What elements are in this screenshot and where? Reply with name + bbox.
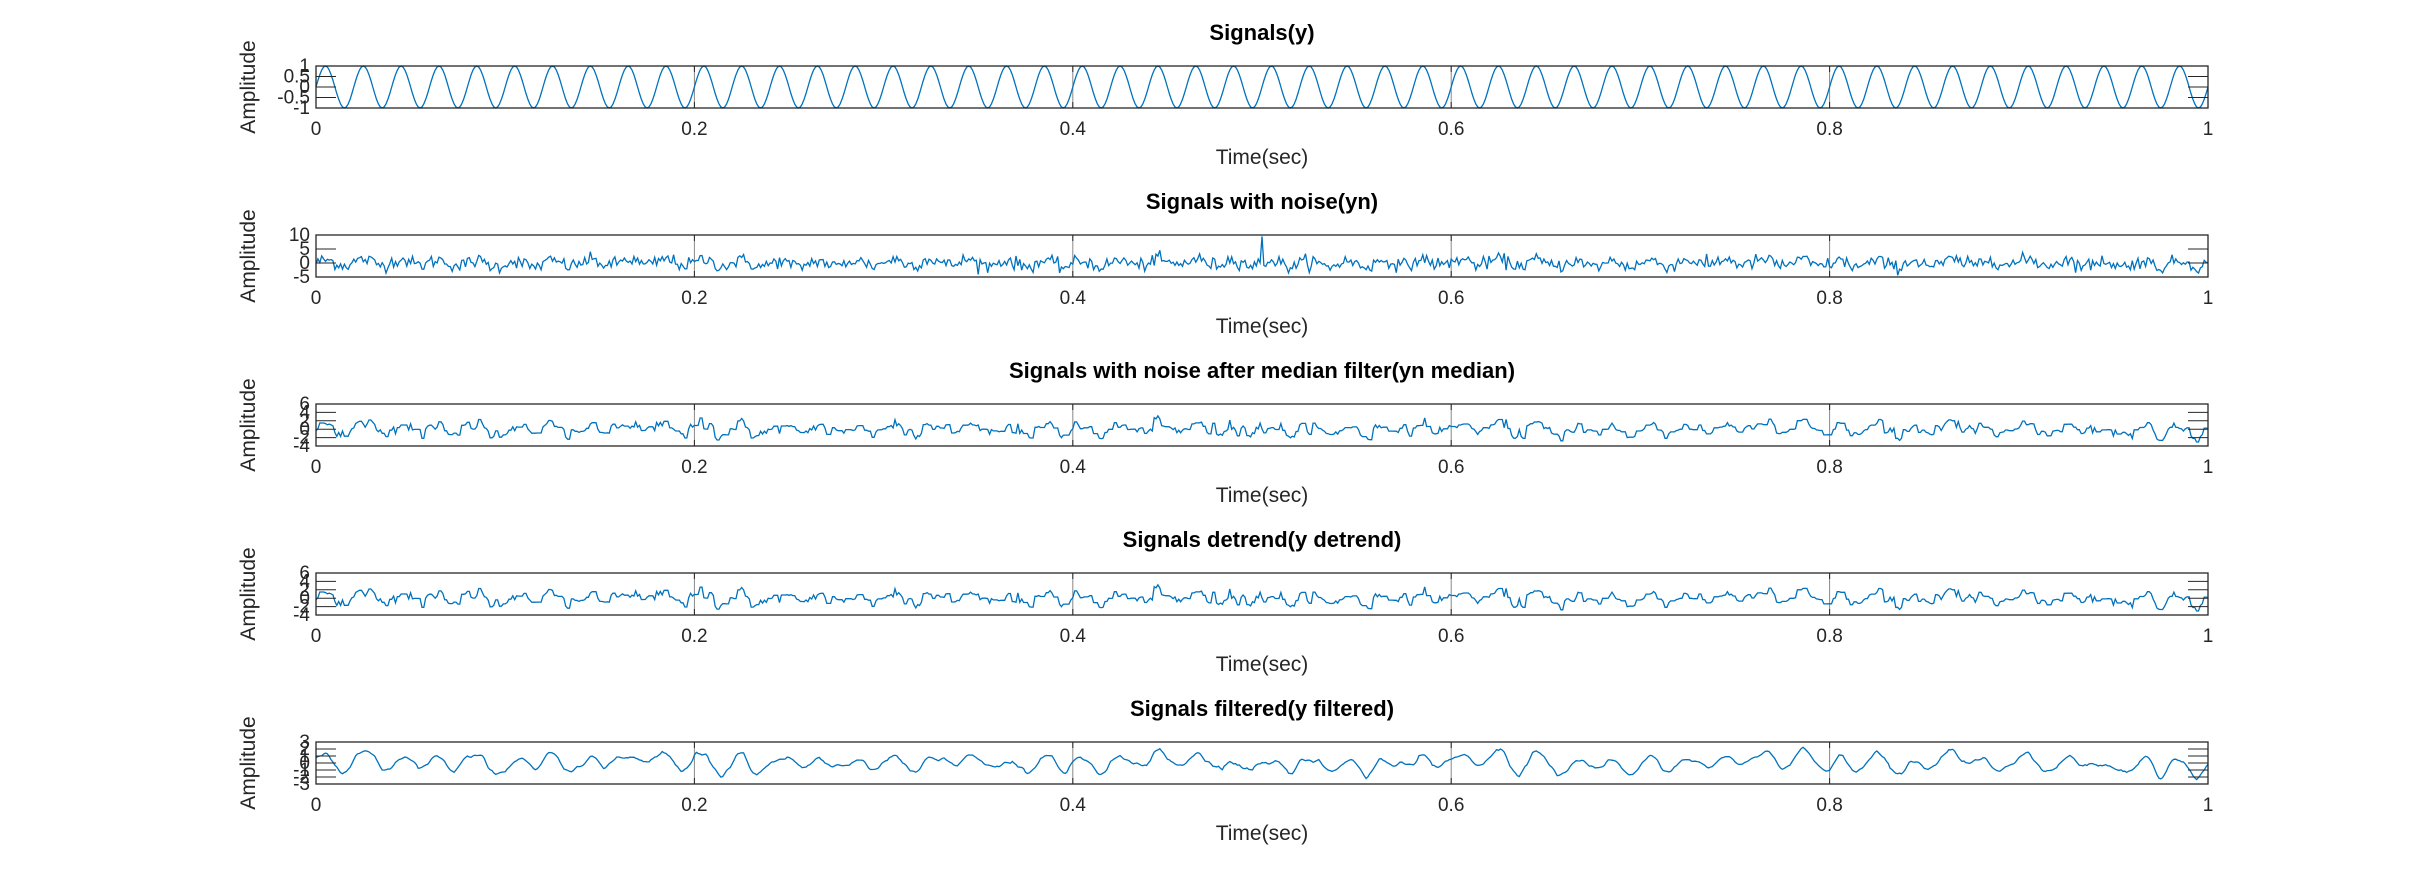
x-tick-label: 0.2: [681, 119, 707, 140]
chart-title: Signals detrend(y detrend): [1123, 527, 1402, 552]
y-tick-label: 4: [299, 402, 310, 423]
y-tick-label: 5: [299, 239, 310, 260]
y-tick-label: 0: [299, 588, 310, 609]
series-line: [315, 583, 2209, 612]
x-tick-label: 0.2: [681, 457, 707, 478]
x-tick-label: 1: [2203, 288, 2214, 309]
y-tick-label: 2: [299, 411, 310, 432]
y-axis-label: Amplitude: [237, 716, 260, 809]
axes-box: [315, 572, 2209, 616]
x-tick-label: 0: [311, 626, 322, 647]
series-line: [315, 746, 2209, 781]
x-tick-label: 0.6: [1438, 288, 1464, 309]
x-tick-label: 0.4: [1060, 795, 1087, 816]
x-tick-label: 0.8: [1816, 795, 1842, 816]
y-tick-label: 3: [299, 732, 310, 753]
x-tick-label: 1: [2203, 457, 2214, 478]
y-axis-label: Amplitude: [237, 378, 260, 471]
x-tick-label: 0.8: [1816, 119, 1842, 140]
x-tick-label: 0.4: [1060, 626, 1087, 647]
y-tick-label: 2: [299, 739, 310, 760]
x-tick-label: 0.8: [1816, 288, 1842, 309]
x-tick-label: 0.8: [1816, 457, 1842, 478]
y-tick-label: -0.5: [277, 88, 310, 109]
x-tick-label: 0.4: [1060, 457, 1087, 478]
x-tick-label: 0.4: [1060, 119, 1087, 140]
y-tick-label: 10: [289, 225, 310, 246]
y-tick-label: 1: [299, 746, 310, 767]
chart-title: Signals with noise after median filter(y…: [1009, 358, 1515, 383]
y-tick-label: -2: [293, 767, 310, 788]
x-tick-label: 0: [311, 288, 322, 309]
y-tick-label: 0: [299, 753, 310, 774]
plot-area: [316, 404, 2208, 446]
series-line: [315, 414, 2209, 443]
plot-area: [316, 573, 2208, 615]
subplot-1: 0 0.2 0.4 0.6 0.8 1-1-0.500.51Signals(y)Time(…: [237, 20, 2213, 169]
y-tick-label: 0: [299, 419, 310, 440]
y-tick-label: 6: [299, 394, 310, 415]
y-tick-label: -2: [293, 597, 310, 618]
chart-title: Signals with noise(yn): [1146, 189, 1378, 214]
y-axis-label: Amplitude: [237, 40, 260, 133]
x-tick-label: 0.2: [681, 288, 707, 309]
x-tick-label: 0.6: [1438, 626, 1464, 647]
x-tick-label: 1: [2203, 626, 2214, 647]
y-tick-label: 0: [299, 253, 310, 274]
axes-box: [315, 403, 2209, 447]
axes-root: 0 0.2 0.4 0.6 0.8 1-1-0.500.51Signals(y)Time(…: [237, 20, 2213, 845]
x-axis-label: Time(sec): [1216, 315, 1309, 338]
y-tick-label: 6: [299, 563, 310, 584]
x-tick-label: 0.6: [1438, 457, 1464, 478]
y-tick-label: -4: [293, 605, 310, 626]
y-tick-label: -1: [293, 760, 310, 781]
y-tick-label: -1: [293, 98, 310, 119]
x-tick-label: 0.4: [1060, 288, 1087, 309]
y-tick-label: 2: [299, 580, 310, 601]
x-tick-label: 0.6: [1438, 795, 1464, 816]
x-axis-label: Time(sec): [1216, 484, 1309, 507]
y-axis-label: Amplitude: [237, 547, 260, 640]
x-tick-label: 0.6: [1438, 119, 1464, 140]
y-tick-label: -2: [293, 428, 310, 449]
chart-title: Signals(y): [1209, 20, 1314, 45]
y-tick-label: 0.5: [284, 67, 310, 88]
y-tick-label: 1: [299, 56, 310, 77]
x-tick-label: 0: [311, 795, 322, 816]
x-axis-label: Time(sec): [1216, 653, 1309, 676]
x-tick-label: 1: [2203, 119, 2214, 140]
y-tick-label: -5: [293, 267, 310, 288]
y-tick-label: -3: [293, 774, 310, 795]
axes-box: [315, 234, 2209, 278]
x-tick-label: 0.2: [681, 795, 707, 816]
chart-title: Signals filtered(y filtered): [1130, 696, 1394, 721]
x-tick-label: 0.8: [1816, 626, 1842, 647]
x-axis-label: Time(sec): [1216, 146, 1309, 169]
y-tick-label: 4: [299, 571, 310, 592]
x-tick-label: 0.2: [681, 626, 707, 647]
x-tick-label: 1: [2203, 795, 2214, 816]
x-tick-label: 0: [311, 119, 322, 140]
series-line: [315, 65, 2209, 109]
y-axis-label: Amplitude: [237, 209, 260, 302]
x-tick-label: 0: [311, 457, 322, 478]
x-axis-label: Time(sec): [1216, 822, 1309, 845]
y-tick-label: 0: [299, 77, 310, 98]
series-line: [315, 236, 2209, 276]
y-tick-label: -4: [293, 436, 310, 457]
